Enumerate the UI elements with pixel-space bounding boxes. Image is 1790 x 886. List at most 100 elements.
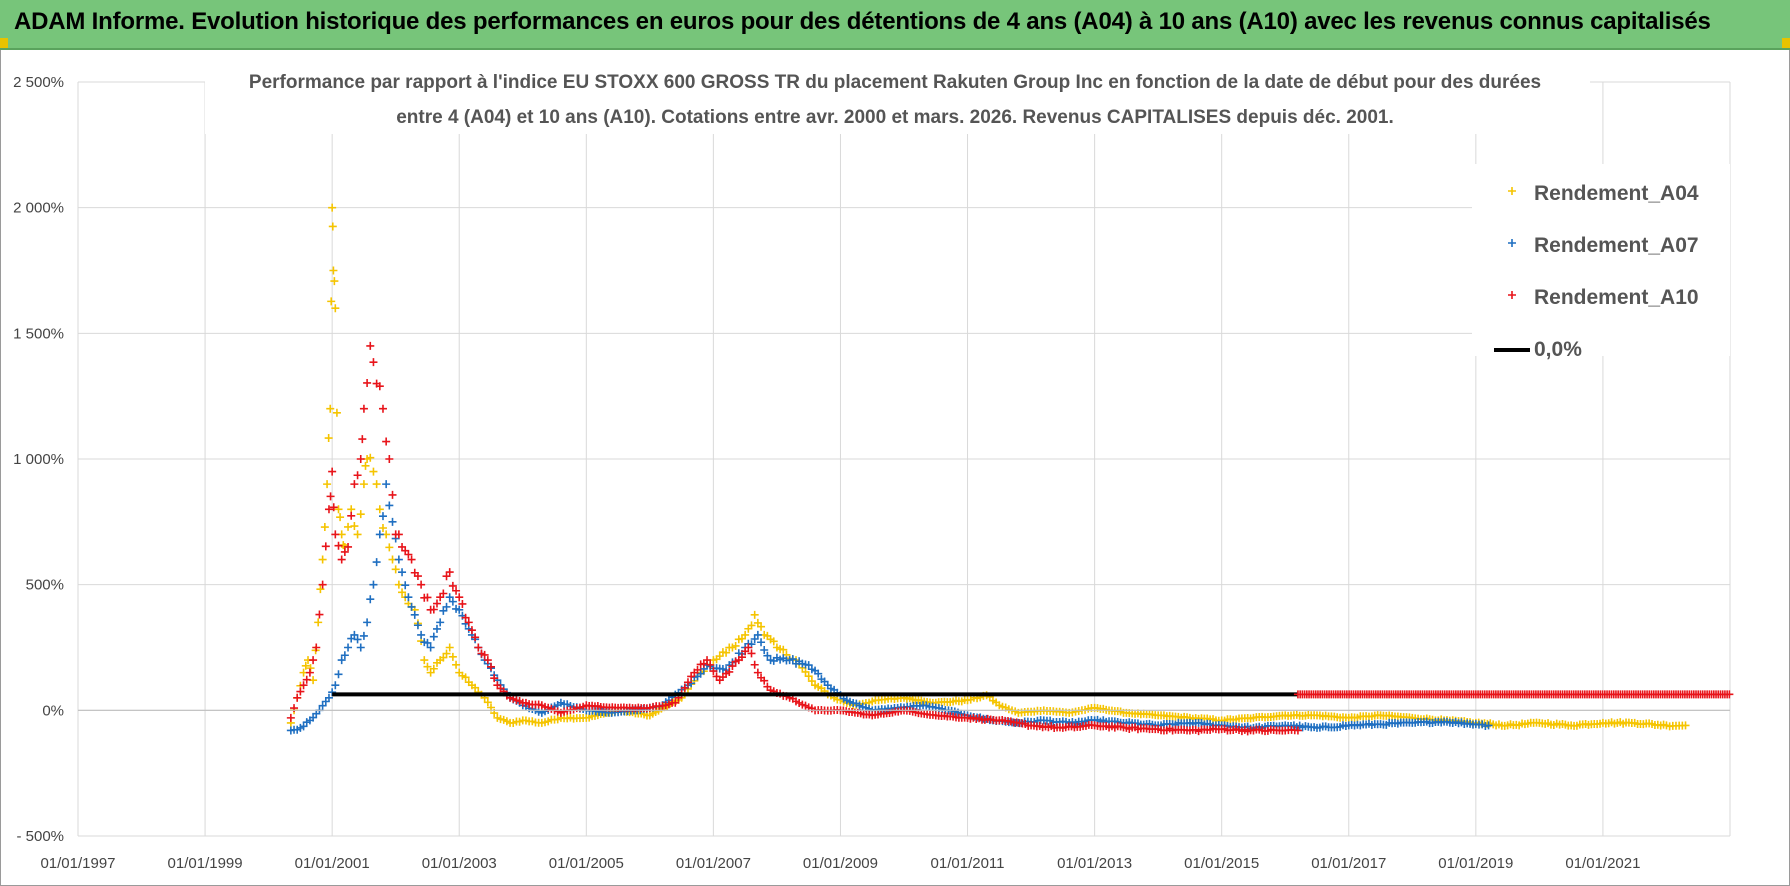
y-tick-label: 2 500%: [13, 74, 64, 91]
data-point: [804, 661, 813, 670]
data-point: [757, 638, 766, 647]
data-point: [372, 480, 381, 489]
data-point: [305, 668, 314, 677]
data-point: [404, 593, 413, 602]
chart-title-line-2: entre 4 (A04) et 10 ans (A10). Cotations…: [396, 107, 1394, 128]
data-point: [359, 631, 368, 640]
data-point: [1293, 726, 1302, 735]
data-point: [804, 672, 813, 681]
data-point: [779, 645, 788, 654]
banner-corner-right: [1782, 38, 1790, 48]
data-point: [340, 651, 349, 660]
data-point: [296, 687, 305, 696]
data-point: [334, 505, 343, 514]
data-point: [340, 547, 349, 556]
data-point: [490, 674, 499, 683]
data-point: [391, 565, 400, 574]
data-point: [467, 626, 476, 635]
data-point: [331, 681, 340, 690]
y-tick-label: 1 000%: [13, 451, 64, 468]
data-point: [442, 572, 451, 581]
series-Rendement_A10: [286, 341, 1302, 736]
data-point: [728, 662, 737, 671]
data-point: [760, 646, 769, 655]
data-point: [366, 595, 375, 604]
data-point: [301, 661, 310, 670]
data-point: [445, 568, 454, 577]
data-point: [401, 581, 410, 590]
data-point: [350, 630, 359, 639]
data-point: [801, 667, 810, 676]
data-point: [344, 522, 353, 531]
data-point: [328, 467, 337, 476]
data-point: [356, 643, 365, 652]
banner: ADAM Informe. Evolution historique des p…: [0, 0, 1790, 50]
x-tick-label: 01/01/2011: [931, 855, 1005, 872]
series-Rendement_A10-extension: [1293, 690, 1734, 699]
x-tick-label: 01/01/2009: [803, 855, 878, 872]
data-point: [366, 341, 375, 350]
data-point: [429, 632, 438, 641]
legend: Rendement_A04 Rendement_A07 Rendement_A10 0…: [1472, 164, 1730, 361]
data-point: [366, 453, 375, 462]
data-point: [747, 621, 756, 630]
data-point: [329, 266, 338, 275]
data-point: [286, 713, 295, 722]
legend-label: Rendement_A10: [1534, 286, 1699, 309]
data-point: [671, 698, 680, 707]
y-tick-label: - 500%: [16, 828, 64, 845]
data-point: [337, 555, 346, 564]
data-point: [324, 434, 333, 443]
y-tick-label: 0%: [42, 702, 64, 719]
legend-plus-marker: [1508, 239, 1516, 247]
data-point: [378, 404, 387, 413]
data-point: [375, 530, 384, 539]
data-point: [439, 589, 448, 598]
data-point: [1484, 721, 1493, 730]
data-point: [455, 605, 464, 614]
data-point: [326, 492, 335, 501]
data-point: [407, 602, 416, 611]
data-point: [326, 404, 335, 413]
data-point: [309, 656, 318, 665]
data-point: [487, 662, 495, 671]
data-point: [429, 664, 438, 673]
data-point: [323, 480, 332, 489]
data-point: [353, 635, 362, 644]
y-tick-label: 1 500%: [13, 325, 64, 342]
data-point: [760, 676, 769, 685]
legend-plus-marker: [1508, 187, 1516, 195]
data-point: [461, 613, 470, 622]
legend-marker: [1508, 291, 1516, 299]
data-point: [388, 490, 397, 499]
axes: - 500% 0% 500% 1 000% 1 500% 2 000% 2 500% 01/0…: [13, 74, 1730, 872]
data-point: [388, 517, 397, 526]
data-point: [1725, 690, 1734, 699]
data-point: [375, 505, 384, 514]
data-point: [458, 599, 467, 608]
data-point: [722, 648, 731, 657]
data-point: [372, 558, 381, 567]
data-point: [385, 455, 394, 463]
data-point: [429, 605, 438, 614]
data-point: [332, 408, 341, 417]
legend-label: 0,0%: [1534, 338, 1582, 361]
data-point: [327, 297, 336, 306]
data-point: [293, 693, 302, 702]
data-point: [464, 618, 473, 627]
data-point: [747, 649, 756, 658]
data-point: [420, 656, 429, 665]
data-point: [344, 542, 353, 551]
data-point: [709, 667, 718, 676]
data-point: [750, 660, 759, 669]
legend-box: [1472, 164, 1730, 356]
data-point: [455, 593, 464, 602]
data-point: [321, 542, 330, 551]
data-point: [394, 555, 403, 564]
legend-plus-marker: [1508, 291, 1516, 299]
data-point: [378, 512, 387, 521]
data-point: [324, 693, 333, 702]
x-tick-label: 01/01/2007: [676, 855, 751, 872]
data-point: [448, 652, 457, 661]
data-point: [316, 585, 325, 594]
